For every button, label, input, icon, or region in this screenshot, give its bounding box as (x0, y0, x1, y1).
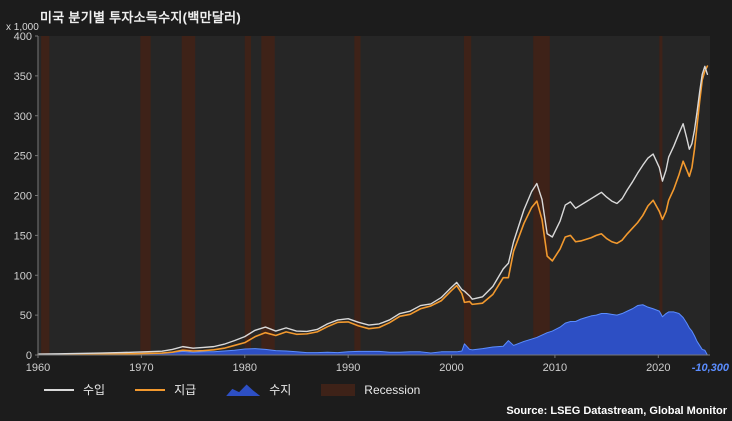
recession-band (533, 36, 550, 355)
x-tick-label: 1990 (336, 362, 360, 374)
recession-band (140, 36, 151, 355)
x-tick-label: 2010 (543, 362, 567, 374)
balance-area-swatch (226, 384, 261, 396)
x-tick-label: 2020 (646, 362, 670, 374)
legend-item-balance: 수지 (226, 381, 291, 398)
receipts-line (37, 65, 709, 355)
payments-line (37, 65, 709, 356)
legend-label-receipts: 수입 (83, 383, 106, 397)
x-tick-label: 2000 (439, 362, 463, 374)
y-tick-label: 50 (20, 310, 32, 322)
y-axis-unit-label: x 1,000 (6, 22, 39, 33)
y-tick-label: 200 (14, 191, 32, 203)
recession-band (261, 36, 275, 355)
receipts-line-swatch (44, 388, 74, 391)
x-tick-label: 1970 (129, 362, 153, 374)
recession-band (41, 36, 50, 355)
legend-item-payments: 지급 (135, 381, 196, 398)
y-tick-label: 400 (14, 31, 32, 43)
last-value-annotation: -10,300 (691, 362, 729, 374)
y-tick-label: 250 (14, 151, 32, 163)
y-tick-label: 100 (14, 270, 32, 282)
balance-area (37, 304, 708, 356)
recession-band (659, 36, 663, 355)
recession-band (354, 36, 361, 355)
y-tick-label: 350 (14, 71, 32, 83)
recession-band (181, 36, 196, 355)
source-credit: Source: LSEG Datastream, Global Monitor (506, 405, 727, 417)
y-tick-label: 150 (14, 230, 32, 242)
legend-label-balance: 수지 (269, 383, 292, 397)
recession-band-swatch (321, 383, 356, 396)
payments-line-swatch (135, 388, 166, 391)
y-tick-label: 0 (26, 350, 32, 362)
recession-band (463, 36, 472, 355)
y-tick-label: 300 (14, 111, 32, 123)
legend-label-payments: 지급 (174, 383, 197, 397)
legend-label-recession: Recession (364, 382, 421, 397)
legend: 수입 지급 수지 Recession (44, 381, 420, 398)
legend-item-receipts: 수입 (44, 381, 105, 398)
recession-band (244, 36, 251, 355)
legend-item-recession: Recession (321, 383, 420, 397)
chart-title: 미국 분기별 투자소득수지(백만달러) (40, 10, 241, 25)
plot-area (38, 36, 710, 355)
x-tick-label: 1980 (233, 362, 257, 374)
x-tick-label: 1960 (26, 362, 50, 374)
